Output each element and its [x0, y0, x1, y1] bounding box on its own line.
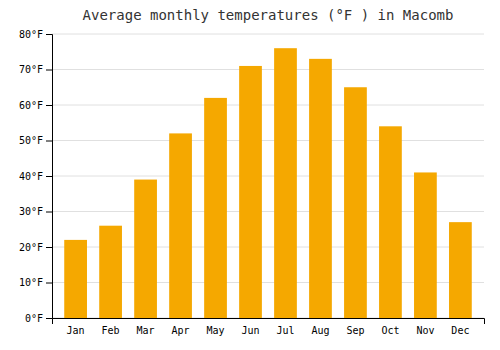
x-tick: Dec — [451, 325, 469, 336]
y-tick-mark — [46, 176, 52, 177]
x-tick: Aug — [311, 325, 329, 336]
y-tick-mark — [46, 34, 52, 35]
y-tick-label: 80°F — [19, 29, 43, 40]
x-tick-label: Oct — [381, 325, 399, 336]
bar — [414, 172, 437, 318]
y-tick: 30°F — [19, 206, 52, 217]
y-tick-mark — [46, 70, 52, 71]
bar — [99, 226, 122, 318]
y-tick-label: 40°F — [19, 171, 43, 182]
x-tick-label: Feb — [102, 325, 120, 336]
bar — [239, 66, 262, 318]
x-tick: Jun — [241, 325, 259, 336]
bar — [309, 59, 332, 318]
y-tick-mark — [46, 283, 52, 284]
y-axis-line — [46, 35, 53, 319]
y-tick-label: 20°F — [19, 242, 43, 253]
x-axis: Jan Feb Mar Apr May Jun Jul Aug Sep Oct Nov Dec — [53, 319, 485, 337]
x-tick-label: May — [206, 325, 224, 336]
y-tick-label: 30°F — [19, 206, 43, 217]
y-tick: 80°F — [19, 29, 52, 40]
bar — [169, 133, 192, 318]
grid — [52, 34, 484, 318]
y-tick: 0°F — [25, 313, 52, 324]
y-tick: 40°F — [19, 171, 52, 182]
y-tick: 50°F — [19, 135, 52, 146]
y-tick-label: 10°F — [19, 277, 43, 288]
x-tick: Oct — [381, 325, 399, 336]
x-tick-label: Mar — [137, 325, 155, 336]
x-tick: Jul — [276, 325, 294, 336]
y-tick-mark — [46, 247, 52, 248]
x-tick-label: Aug — [311, 325, 329, 336]
x-tick: May — [206, 325, 224, 336]
y-tick-mark — [46, 318, 52, 319]
x-tick: Sep — [346, 325, 364, 336]
x-tick-label: Jun — [241, 325, 259, 336]
bar — [379, 126, 402, 318]
plot: 0°F 10°F 20°F 30°F 40°F 50°F 60°F 70°F 80°F Jan Fe… — [19, 29, 485, 336]
y-axis: 0°F 10°F 20°F 30°F 40°F 50°F 60°F 70°F 80°F — [19, 29, 53, 324]
bar — [344, 87, 367, 318]
y-tick: 60°F — [19, 100, 52, 111]
grid-line — [52, 34, 484, 35]
y-tick-label: 50°F — [19, 135, 43, 146]
y-tick-label: 60°F — [19, 100, 43, 111]
y-tick-label: 0°F — [25, 313, 43, 324]
x-tick: Jan — [67, 325, 85, 336]
bar — [134, 180, 157, 318]
bar — [449, 222, 472, 318]
y-tick: 70°F — [19, 64, 52, 75]
bar — [204, 98, 227, 318]
x-tick: Feb — [102, 325, 120, 336]
x-tick: Mar — [137, 325, 155, 336]
x-tick-label: Sep — [346, 325, 364, 336]
grid-line — [52, 69, 484, 70]
x-tick-label: Jul — [276, 325, 294, 336]
x-tick-label: Jan — [67, 325, 85, 336]
x-tick: Apr — [172, 325, 190, 336]
x-tick-label: Dec — [451, 325, 469, 336]
y-tick-label: 70°F — [19, 64, 43, 75]
y-tick-mark — [46, 141, 52, 142]
x-axis-line — [53, 319, 485, 325]
y-tick: 20°F — [19, 242, 52, 253]
grid-line — [52, 105, 484, 106]
title: Average monthly temperatures (°F ) in Ma… — [83, 7, 454, 23]
y-tick-mark — [46, 212, 52, 213]
x-tick: Nov — [416, 325, 434, 336]
chart: 0°F 10°F 20°F 30°F 40°F 50°F 60°F 70°F 80°F Jan Fe… — [0, 0, 500, 350]
bar — [274, 48, 297, 318]
x-tick-label: Nov — [416, 325, 434, 336]
y-tick-mark — [46, 105, 52, 106]
bars — [64, 48, 472, 318]
bar — [64, 240, 87, 318]
x-tick-label: Apr — [172, 325, 190, 336]
y-tick: 10°F — [19, 277, 52, 288]
grid-line — [52, 140, 484, 141]
